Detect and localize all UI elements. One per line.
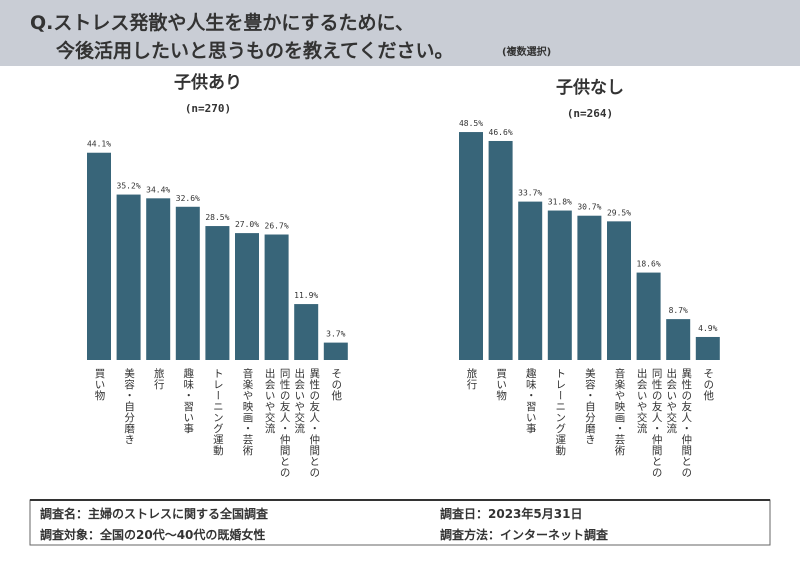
value-label: 46.6% — [489, 128, 513, 137]
x-tick-label: 旅行 — [465, 368, 478, 390]
value-label: 26.7% — [265, 222, 289, 231]
x-tick-label: 旅行 — [152, 368, 165, 390]
value-label: 32.6% — [176, 194, 200, 203]
bar — [87, 152, 111, 360]
x-tick-label: 同性の友人・仲間との出会いや交流 — [263, 368, 291, 478]
x-tick-label: その他 — [702, 368, 715, 401]
chart-title: 子供なし — [556, 77, 624, 98]
bar — [547, 210, 572, 360]
footer-text: 調査名：主婦のストレスに関する全国調査 — [40, 507, 269, 521]
value-label: 34.4% — [146, 185, 170, 194]
x-tick-label: 美容・自分磨き — [583, 368, 596, 445]
footer-text: 調査方法：インターネット調査 — [440, 528, 609, 542]
bar — [607, 221, 631, 360]
x-tick-label: 買い物 — [93, 368, 106, 401]
value-label: 44.1% — [87, 140, 111, 149]
x-tick-label: 趣味・習い事 — [182, 368, 195, 434]
bar — [146, 198, 171, 360]
header-line: Q.ストレス発散や人生を豊かにするために、 — [30, 12, 414, 34]
bar — [175, 206, 200, 360]
value-label: 31.8% — [548, 198, 572, 207]
x-tick-label: その他 — [330, 368, 343, 401]
bar — [577, 215, 602, 360]
x-tick-label: トレーニング運動 — [554, 368, 567, 456]
bar — [205, 226, 230, 360]
bar — [235, 233, 259, 360]
x-tick-label: トレーニング運動 — [211, 368, 224, 456]
x-tick-label: 音楽や映画・芸術 — [241, 368, 254, 456]
value-label: 35.2% — [117, 182, 141, 191]
x-tick-label: 同性の友人・仲間との出会いや交流 — [635, 368, 663, 478]
x-tick-label: 異性の友人・仲間との出会いや交流 — [665, 368, 693, 478]
value-label: 29.5% — [607, 208, 631, 217]
value-label: 11.9% — [294, 291, 318, 300]
header-line: 今後活用したいと思うものを教えてください。 — [56, 40, 454, 62]
footer-text: 調査対象：全国の20代～40代の既婚女性 — [40, 528, 266, 542]
bar — [636, 272, 661, 360]
x-tick-label: 買い物 — [495, 368, 508, 401]
value-label: 3.7% — [326, 330, 345, 339]
bar — [666, 319, 691, 360]
bar — [294, 304, 319, 360]
bar — [323, 342, 348, 360]
bar — [518, 201, 543, 360]
header-note: (複数選択) — [502, 47, 552, 58]
header: Q.ストレス発散や人生を豊かにするために、 今後活用したいと思うものを教えてくだ… — [0, 0, 800, 66]
value-label: 28.5% — [205, 213, 229, 222]
value-label: 4.9% — [698, 324, 717, 333]
value-label: 48.5% — [459, 119, 483, 128]
chart-subtitle: (n=264) — [567, 107, 613, 120]
chart-title: 子供あり — [174, 72, 242, 93]
x-tick-label: 異性の友人・仲間との出会いや交流 — [293, 368, 321, 478]
footer-text: 調査日：2023年5月31日 — [440, 507, 583, 521]
bar — [459, 132, 483, 360]
value-label: 18.6% — [637, 260, 661, 269]
chart-subtitle: (n=270) — [185, 102, 231, 115]
value-label: 8.7% — [669, 306, 688, 315]
value-label: 33.7% — [518, 189, 542, 198]
bar — [264, 234, 289, 360]
bar — [488, 140, 513, 360]
value-label: 30.7% — [577, 203, 601, 212]
bar — [695, 336, 720, 360]
bar — [116, 194, 141, 360]
x-tick-label: 音楽や映画・芸術 — [613, 368, 626, 456]
value-label: 27.0% — [235, 220, 259, 229]
x-tick-label: 美容・自分磨き — [123, 368, 136, 445]
x-tick-label: 趣味・習い事 — [524, 368, 537, 434]
